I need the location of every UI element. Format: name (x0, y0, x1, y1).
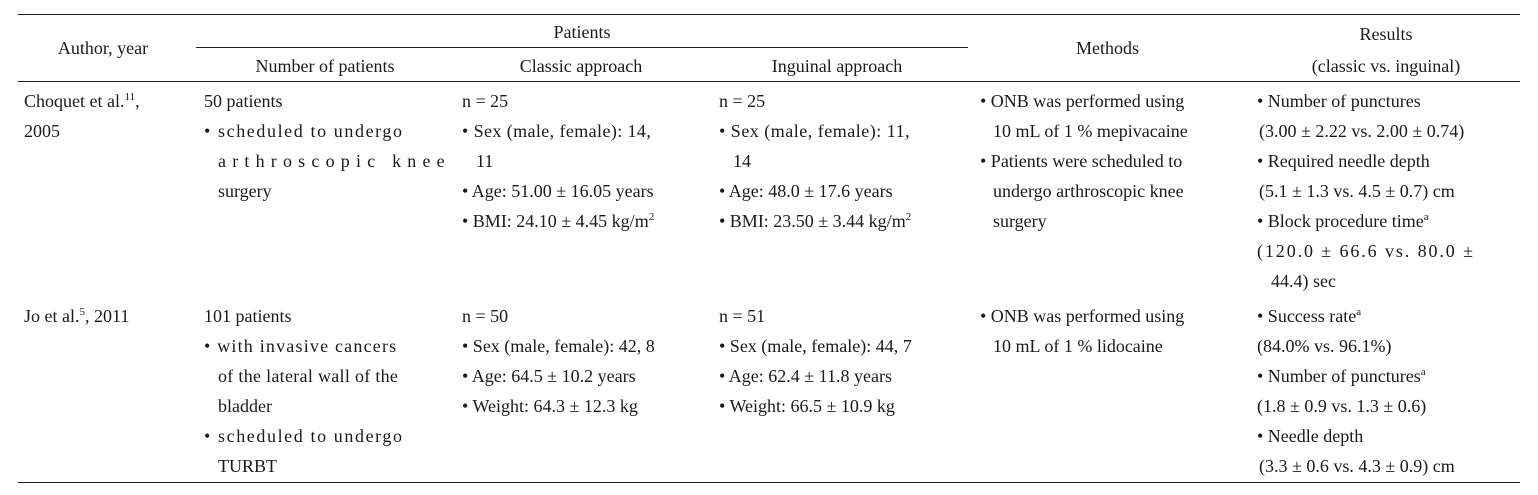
row1-methods-l2: 10 mL of 1 % mepivacaine (993, 121, 1188, 141)
row1-inguinal-sex-l2: 14 (733, 151, 751, 171)
row1-results-time-label-text: • Block procedure time (1257, 211, 1424, 231)
header-classic-approach: Classic approach (519, 56, 643, 76)
table-bottom-rule (18, 482, 1520, 483)
header-number-of-patients: Number of patients (255, 56, 395, 76)
row1-patient-bullet-l3: surgery (218, 181, 272, 201)
row1-results-time-value-l1: (120.0 ± 66.6 vs. 80.0 ± (1257, 241, 1475, 261)
row1-results-punctures-label: • Number of punctures (1257, 91, 1421, 111)
row2-inguinal-sex: • Sex (male, female): 44, 7 (719, 336, 912, 356)
row2-author-suffix: , 2011 (85, 306, 130, 326)
patients-group-rule (196, 47, 968, 48)
row1-inguinal-sex-l1: • Sex (male, female): 11, (719, 121, 911, 141)
row2-classic-weight: • Weight: 64.3 ± 12.3 kg (462, 396, 638, 416)
row1-author-suffix: , (135, 91, 140, 111)
row1-results-punctures-value: (3.00 ± 2.22 vs. 2.00 ± 0.74) (1259, 121, 1465, 141)
row2-classic-sex: • Sex (male, female): 42, 8 (462, 336, 655, 356)
row2-results-success-label: • Success ratea (1257, 301, 1361, 331)
row2-patient-bullet2-l2: TURBT (218, 456, 278, 476)
row2-results-punctures-sup: a (1420, 366, 1426, 378)
header-bottom-rule (18, 81, 1520, 82)
row1-results-time-sup: a (1423, 211, 1429, 223)
row1-inguinal-age: • Age: 48.0 ± 17.6 years (719, 181, 893, 201)
row1-results-time-value-l2: 44.4) sec (1271, 271, 1336, 291)
row1-author-name: Choquet et al. (24, 91, 125, 111)
row2-results-depth-value: (3.3 ± 0.6 vs. 4.3 ± 0.9) cm (1259, 456, 1455, 476)
header-methods: Methods (1076, 38, 1139, 58)
row1-patient-bullet-l1: • scheduled to undergo (204, 121, 404, 141)
row1-classic-bmi-sup: 2 (648, 211, 655, 223)
row2-patient-bullet1-l3: bladder (218, 396, 272, 416)
row2-inguinal-age: • Age: 62.4 ± 11.8 years (719, 366, 892, 386)
row1-methods-l1: • ONB was performed using (980, 91, 1185, 111)
row1-classic-bmi: • BMI: 24.10 ± 4.45 kg/m2 (462, 206, 654, 236)
row2-author-name: Jo et al. (24, 306, 80, 326)
row2-patient-bullet2-l1: • scheduled to undergo (204, 426, 404, 446)
table-top-rule (18, 14, 1520, 15)
row1-classic-sex-l1: • Sex (male, female): 14, (462, 121, 652, 141)
row1-classic-age: • Age: 51.00 ± 16.05 years (462, 181, 654, 201)
row1-inguinal-bmi: • BMI: 23.50 ± 3.44 kg/m2 (719, 206, 911, 236)
row2-patient-bullet1-l1: • with invasive cancers (204, 336, 398, 356)
row2-inguinal-weight: • Weight: 66.5 ± 10.9 kg (719, 396, 895, 416)
row2-author: Jo et al.5, 2011 (24, 301, 129, 331)
row1-patient-count: 50 patients (204, 91, 283, 111)
row1-classic-n: n = 25 (462, 91, 509, 111)
row1-inguinal-bmi-text: • BMI: 23.50 ± 3.44 kg/m (719, 211, 906, 231)
row2-results-success-label-text: • Success rate (1257, 306, 1357, 326)
row1-author-ref: 11 (124, 91, 136, 103)
row1-results-depth-label: • Required needle depth (1257, 151, 1430, 171)
row1-patient-bullet-l2: arthroscopic knee (218, 151, 451, 171)
row1-author: Choquet et al.11, (24, 86, 140, 116)
row2-classic-n: n = 50 (462, 306, 509, 326)
row1-classic-bmi-text: • BMI: 24.10 ± 4.45 kg/m (462, 211, 649, 231)
row2-classic-age: • Age: 64.5 ± 10.2 years (462, 366, 636, 386)
row2-results-punctures-label-text: • Number of punctures (1257, 366, 1421, 386)
row1-year: 2005 (24, 121, 60, 141)
row2-results-punctures-label: • Number of puncturesa (1257, 361, 1426, 391)
header-author-year: Author, year (57, 38, 149, 58)
row2-patient-bullet1-l2: of the lateral wall of the (218, 366, 399, 386)
header-results-title: Results (1359, 24, 1413, 44)
row2-methods-l2: 10 mL of 1 % lidocaine (993, 336, 1163, 356)
header-inguinal-approach: Inguinal approach (771, 56, 903, 76)
row2-results-success-value: (84.0% vs. 96.1%) (1257, 336, 1392, 356)
row2-patient-count: 101 patients (204, 306, 292, 326)
row1-inguinal-n: n = 25 (719, 91, 766, 111)
header-patients: Patients (553, 22, 611, 42)
row1-results-time-label: • Block procedure timea (1257, 206, 1429, 236)
row1-results-depth-value: (5.1 ± 1.3 vs. 4.5 ± 0.7) cm (1259, 181, 1455, 201)
row2-results-depth-label: • Needle depth (1257, 426, 1364, 446)
row1-methods-l4: undergo arthroscopic knee (993, 181, 1184, 201)
row2-author-ref: 5 (79, 306, 86, 318)
row2-inguinal-n: n = 51 (719, 306, 766, 326)
header-results-subtitle: (classic vs. inguinal) (1311, 56, 1461, 76)
row1-classic-sex-l2: 11 (476, 151, 494, 171)
row2-results-punctures-value: (1.8 ± 0.9 vs. 1.3 ± 0.6) (1257, 396, 1427, 416)
row2-methods-l1: • ONB was performed using (980, 306, 1185, 326)
row1-methods-l5: surgery (993, 211, 1047, 231)
row2-results-success-sup: a (1356, 306, 1362, 318)
row1-methods-l3: • Patients were scheduled to (980, 151, 1183, 171)
row1-inguinal-bmi-sup: 2 (905, 211, 912, 223)
